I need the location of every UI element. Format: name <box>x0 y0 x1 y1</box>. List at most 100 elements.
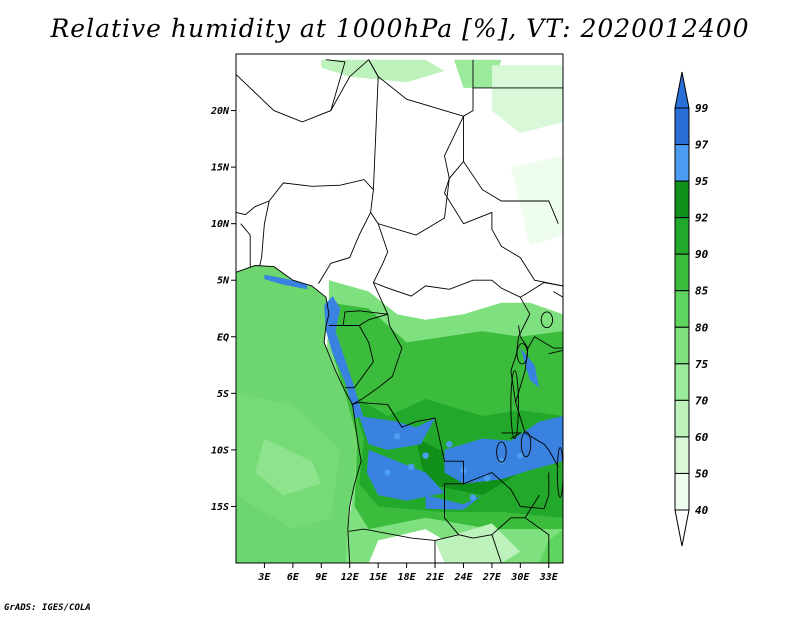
lake-outline <box>496 441 507 463</box>
colorbar-segment <box>674 290 690 328</box>
colorbar-segment <box>674 217 690 255</box>
lat-tick-label: 5N <box>217 276 230 287</box>
colorbar-label: 75 <box>695 358 709 371</box>
border-line <box>259 200 270 266</box>
south-patch <box>435 523 521 563</box>
saturated-area <box>264 274 308 290</box>
ocean-patch <box>255 438 322 496</box>
colorbar-label: 95 <box>695 175 709 188</box>
map-frame <box>235 53 564 564</box>
lat-tick-label: 10S <box>211 445 229 456</box>
border-line <box>235 200 270 216</box>
lat-tick-label: 10N <box>211 219 230 230</box>
border-line <box>463 161 559 224</box>
lake-outline <box>540 311 554 329</box>
saturated-area <box>425 495 483 510</box>
north-patch <box>321 59 445 83</box>
north-patch <box>454 59 502 88</box>
colorbar-segment <box>674 363 690 401</box>
colorbar-segment <box>674 472 690 511</box>
border-line <box>342 310 388 326</box>
lon-tick-label: 9E <box>315 572 328 583</box>
border-line <box>518 325 529 349</box>
lat-tick-label: 5S <box>217 389 229 400</box>
colorbar-label: 70 <box>695 394 709 407</box>
lon-tick-label: 6E <box>287 572 300 583</box>
saturated-speck <box>408 463 415 471</box>
colorbar-segment <box>674 144 690 182</box>
colorbar-label: 60 <box>695 431 709 444</box>
colorbar: 99 97 95 92 90 85 80 75 70 60 50 40 <box>674 71 709 547</box>
saturated-area <box>520 348 540 388</box>
lat-tick-label: 15N <box>211 163 230 174</box>
saturated-speck <box>446 441 453 448</box>
lat-tick-label: 15S <box>211 502 229 513</box>
border-line <box>235 265 362 564</box>
lat-tick-label: EQ <box>217 332 229 343</box>
saturated-speck <box>517 452 524 459</box>
saturated-speck <box>393 433 401 440</box>
lake-outline <box>510 370 519 440</box>
border-line <box>515 336 563 403</box>
saturated-area <box>359 416 435 450</box>
colorbar-segment <box>674 180 690 219</box>
border-line <box>524 494 540 519</box>
colorbar-segment <box>674 399 690 438</box>
humidity-field <box>236 54 563 563</box>
colorbar-segment <box>674 107 690 146</box>
colorbar-label: 50 <box>695 467 709 480</box>
lon-tick-label: 30E <box>510 572 530 583</box>
saturated-area <box>444 416 563 484</box>
colorbar-label: 99 <box>695 102 709 115</box>
lon-tick-label: 27E <box>482 572 502 583</box>
colorbar-label: 92 <box>695 212 709 225</box>
lon-tick-label: 18E <box>398 572 417 583</box>
lat-tick-label: 20N <box>210 106 230 117</box>
lon-tick-label: 24E <box>453 572 473 583</box>
lon-tick-label: 15E <box>369 572 388 583</box>
border-line <box>325 59 346 111</box>
saturated-area <box>366 449 445 501</box>
map-title: Relative humidity at 1000hPa [%], VT: 20… <box>50 14 750 43</box>
border-line <box>348 528 459 541</box>
border-line <box>351 401 474 539</box>
lon-tick-label: 12E <box>341 572 360 583</box>
colorbar-bottom-arrow <box>674 509 690 547</box>
south-patch <box>539 529 563 563</box>
saturated-speck <box>498 458 505 465</box>
border-line <box>318 212 372 284</box>
colorbar-segment <box>674 436 690 474</box>
border-line <box>268 179 374 202</box>
colorbar-label: 80 <box>695 321 709 334</box>
saturated-speck <box>469 494 477 501</box>
colorbar-label: 40 <box>695 504 709 517</box>
lon-tick-label: 21E <box>425 572 445 583</box>
border-line <box>472 517 550 563</box>
border-line <box>463 59 474 117</box>
grads-credit: GrADS: IGES/COLA <box>4 603 91 613</box>
border-line <box>240 223 251 267</box>
border-line <box>351 325 403 405</box>
lon-tick-label: 3E <box>257 572 271 583</box>
border-line <box>501 432 522 439</box>
border-line <box>345 325 374 389</box>
saturated-speck <box>483 474 491 482</box>
border-line <box>520 282 564 298</box>
colorbar-segment <box>674 253 690 292</box>
lake-outline <box>520 431 532 458</box>
lake-outline <box>516 343 528 365</box>
border-line <box>373 279 559 468</box>
map-axes: 20N 15N 10N 5N EQ 5S 10S 15S 3E 6E 9E 12E 15E 18E 21E 2… <box>210 106 559 583</box>
border-line <box>378 116 464 236</box>
lon-tick-label: 33E <box>539 572 559 583</box>
saturated-speck <box>384 469 391 476</box>
border-line <box>368 59 564 287</box>
colorbar-label: 90 <box>695 248 709 261</box>
country-borders <box>235 59 564 564</box>
border-line <box>370 189 390 326</box>
north-patch <box>491 65 563 134</box>
border-line <box>463 471 550 510</box>
colorbar-segment <box>674 326 690 365</box>
saturated-speck <box>422 452 429 459</box>
